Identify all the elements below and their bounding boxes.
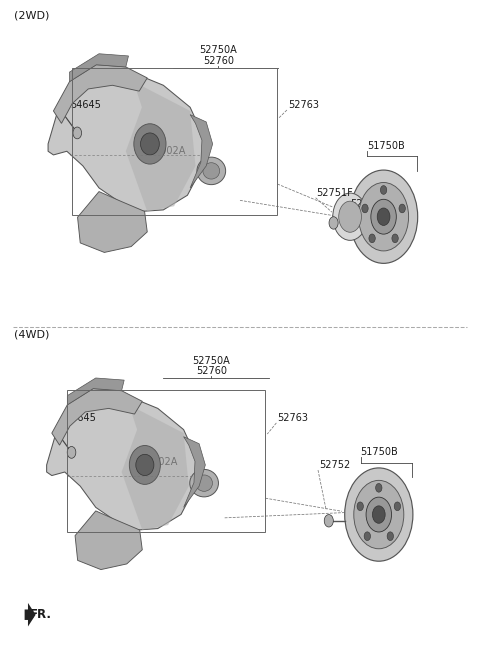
Circle shape	[359, 182, 408, 251]
Circle shape	[399, 204, 406, 213]
Polygon shape	[53, 65, 147, 123]
Text: 38002A: 38002A	[141, 457, 178, 467]
Text: 52763: 52763	[288, 100, 319, 110]
Polygon shape	[190, 115, 213, 188]
Circle shape	[329, 216, 338, 229]
Text: 52752: 52752	[350, 199, 381, 209]
Polygon shape	[184, 437, 205, 507]
Circle shape	[73, 127, 82, 139]
Polygon shape	[67, 378, 124, 405]
Circle shape	[394, 502, 401, 510]
Text: (4WD): (4WD)	[14, 329, 49, 340]
Text: (2WD): (2WD)	[14, 10, 49, 20]
Ellipse shape	[134, 124, 166, 164]
Circle shape	[349, 170, 418, 263]
Polygon shape	[70, 54, 129, 81]
Text: 38002A: 38002A	[148, 146, 186, 156]
Circle shape	[339, 201, 361, 232]
Text: 51750B: 51750B	[367, 141, 405, 151]
Circle shape	[369, 234, 375, 243]
Polygon shape	[48, 71, 204, 211]
Circle shape	[345, 468, 413, 561]
Text: 54645: 54645	[70, 100, 101, 110]
Circle shape	[362, 204, 368, 213]
Circle shape	[366, 497, 392, 532]
Circle shape	[372, 506, 385, 523]
Circle shape	[381, 186, 387, 194]
Polygon shape	[78, 192, 147, 253]
Text: 52750A: 52750A	[192, 356, 230, 366]
Ellipse shape	[196, 475, 213, 491]
Circle shape	[376, 483, 382, 492]
Bar	[67, 390, 265, 532]
Circle shape	[333, 193, 367, 240]
Ellipse shape	[190, 470, 218, 497]
Circle shape	[67, 447, 76, 459]
Polygon shape	[115, 72, 195, 211]
Text: 52760: 52760	[196, 366, 227, 376]
Circle shape	[392, 234, 398, 243]
Circle shape	[354, 480, 404, 549]
Circle shape	[357, 502, 363, 510]
Circle shape	[387, 532, 394, 541]
Ellipse shape	[197, 157, 226, 184]
Bar	[72, 68, 277, 215]
Text: 51750B: 51750B	[360, 447, 398, 457]
Polygon shape	[111, 396, 189, 530]
Ellipse shape	[203, 163, 220, 179]
Circle shape	[324, 514, 333, 527]
Ellipse shape	[129, 445, 160, 484]
Text: 52750A: 52750A	[200, 45, 237, 56]
Polygon shape	[47, 394, 196, 530]
Text: FR.: FR.	[29, 608, 51, 621]
Text: 52751F: 52751F	[317, 188, 353, 198]
Circle shape	[364, 532, 371, 541]
Polygon shape	[52, 388, 142, 445]
Circle shape	[377, 208, 390, 226]
Text: 52760: 52760	[203, 56, 234, 66]
Ellipse shape	[136, 455, 154, 476]
Text: 52752: 52752	[319, 461, 350, 470]
Text: 52763: 52763	[277, 413, 308, 423]
Circle shape	[371, 199, 396, 234]
Text: 54645: 54645	[65, 413, 96, 423]
Polygon shape	[24, 603, 36, 626]
Polygon shape	[75, 511, 142, 569]
Ellipse shape	[141, 133, 159, 155]
